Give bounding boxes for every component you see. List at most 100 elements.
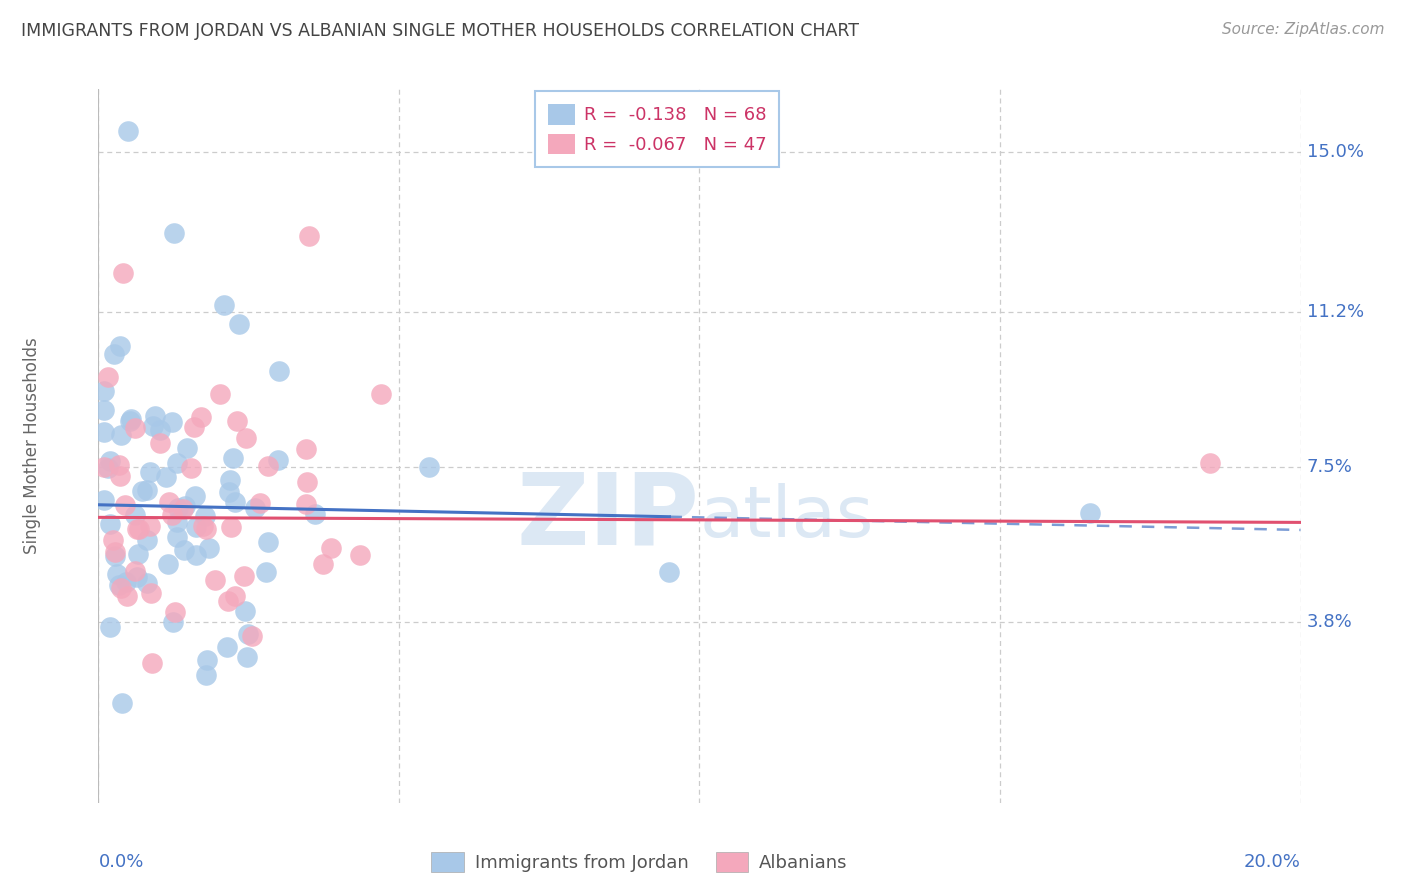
- Point: [212, 297, 235, 311]
- Point: [124, 421, 146, 435]
- Point: [236, 627, 259, 641]
- Point: [226, 414, 249, 428]
- Point: [176, 442, 198, 456]
- Point: [139, 518, 162, 533]
- Point: [195, 653, 218, 667]
- Point: [658, 565, 681, 579]
- Point: [204, 573, 226, 587]
- Point: [197, 541, 219, 555]
- Point: [173, 543, 195, 558]
- Point: [93, 459, 115, 474]
- Point: [111, 696, 134, 710]
- Point: [97, 370, 120, 384]
- Point: [117, 124, 139, 138]
- Point: [224, 495, 246, 509]
- Point: [107, 578, 129, 592]
- Point: [115, 589, 138, 603]
- Point: [103, 346, 125, 360]
- Point: [131, 483, 153, 498]
- Point: [215, 640, 238, 654]
- Point: [112, 266, 135, 280]
- Text: ZIP: ZIP: [516, 469, 699, 566]
- Point: [124, 565, 146, 579]
- Text: 15.0%: 15.0%: [1306, 143, 1364, 161]
- Point: [156, 558, 179, 572]
- Point: [165, 605, 187, 619]
- Point: [1199, 456, 1222, 470]
- Text: 7.5%: 7.5%: [1306, 458, 1353, 476]
- Point: [257, 459, 280, 474]
- Point: [142, 418, 165, 433]
- Text: 3.8%: 3.8%: [1306, 614, 1353, 632]
- Point: [105, 567, 128, 582]
- Point: [108, 469, 131, 483]
- Point: [120, 412, 142, 426]
- Point: [135, 483, 157, 497]
- Point: [349, 548, 371, 562]
- Point: [224, 589, 246, 603]
- Point: [167, 501, 190, 516]
- Point: [208, 387, 231, 401]
- Point: [194, 668, 217, 682]
- Point: [108, 339, 131, 353]
- Point: [267, 364, 290, 378]
- Point: [194, 522, 217, 536]
- Point: [304, 507, 326, 521]
- Text: Source: ZipAtlas.com: Source: ZipAtlas.com: [1222, 22, 1385, 37]
- Point: [139, 465, 162, 479]
- Point: [141, 586, 163, 600]
- Point: [166, 515, 188, 529]
- Point: [298, 229, 321, 244]
- Point: [114, 498, 136, 512]
- Point: [163, 226, 186, 240]
- Point: [107, 458, 129, 472]
- Point: [218, 484, 240, 499]
- Point: [136, 533, 159, 547]
- Point: [125, 522, 148, 536]
- Point: [100, 516, 122, 531]
- Point: [233, 603, 256, 617]
- Point: [184, 548, 207, 562]
- Point: [218, 473, 240, 487]
- Point: [194, 508, 217, 523]
- Point: [110, 581, 132, 595]
- Legend: Immigrants from Jordan, Albanians: Immigrants from Jordan, Albanians: [425, 845, 855, 880]
- Point: [180, 460, 202, 475]
- Point: [1078, 506, 1101, 520]
- Point: [183, 489, 205, 503]
- Point: [104, 549, 127, 564]
- Point: [166, 456, 188, 470]
- Point: [101, 533, 124, 548]
- Point: [97, 461, 120, 475]
- Point: [135, 575, 157, 590]
- Point: [128, 522, 150, 536]
- Point: [257, 535, 280, 549]
- Point: [193, 518, 215, 533]
- Point: [162, 415, 184, 429]
- Point: [228, 317, 250, 331]
- Point: [295, 475, 318, 490]
- Point: [217, 594, 239, 608]
- Point: [155, 470, 177, 484]
- Point: [166, 530, 188, 544]
- Point: [93, 425, 115, 439]
- Text: Single Mother Households: Single Mother Households: [24, 338, 41, 554]
- Text: 20.0%: 20.0%: [1244, 853, 1301, 871]
- Point: [127, 570, 149, 584]
- Point: [232, 569, 254, 583]
- Point: [295, 442, 318, 456]
- Point: [221, 520, 243, 534]
- Text: IMMIGRANTS FROM JORDAN VS ALBANIAN SINGLE MOTHER HOUSEHOLDS CORRELATION CHART: IMMIGRANTS FROM JORDAN VS ALBANIAN SINGL…: [21, 22, 859, 40]
- Point: [312, 557, 335, 571]
- Point: [100, 620, 122, 634]
- Point: [127, 547, 149, 561]
- Point: [149, 423, 172, 437]
- Point: [190, 410, 212, 425]
- Point: [93, 384, 115, 399]
- Point: [100, 454, 122, 468]
- Point: [115, 574, 138, 589]
- Text: atlas: atlas: [699, 483, 875, 552]
- Text: 11.2%: 11.2%: [1306, 302, 1364, 321]
- Point: [295, 498, 318, 512]
- Point: [160, 508, 183, 523]
